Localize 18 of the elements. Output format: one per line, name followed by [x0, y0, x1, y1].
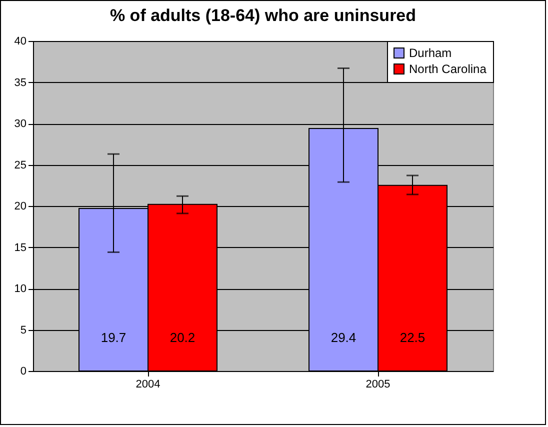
legend-label: North Carolina: [409, 62, 487, 76]
y-tick-label: 20: [14, 200, 26, 212]
y-tick-label: 5: [20, 324, 26, 336]
y-tick-label: 10: [14, 283, 26, 295]
y-tick-label: 30: [14, 118, 26, 130]
data-label: 29.4: [330, 330, 356, 345]
y-tick-label: 40: [14, 36, 26, 48]
data-label: 20.2: [170, 330, 196, 345]
legend-label: Durham: [409, 46, 452, 60]
data-label: 22.5: [400, 330, 426, 345]
chart-title: % of adults (18-64) who are uninsured: [110, 6, 416, 25]
x-tick-label: 2004: [136, 378, 160, 390]
x-tick-label: 2005: [366, 378, 390, 390]
y-tick-label: 0: [20, 366, 26, 378]
y-tick-label: 35: [14, 76, 26, 89]
y-tick-label: 25: [14, 159, 26, 172]
y-tick-label: 15: [14, 242, 26, 254]
data-label: 19.7: [100, 330, 126, 345]
